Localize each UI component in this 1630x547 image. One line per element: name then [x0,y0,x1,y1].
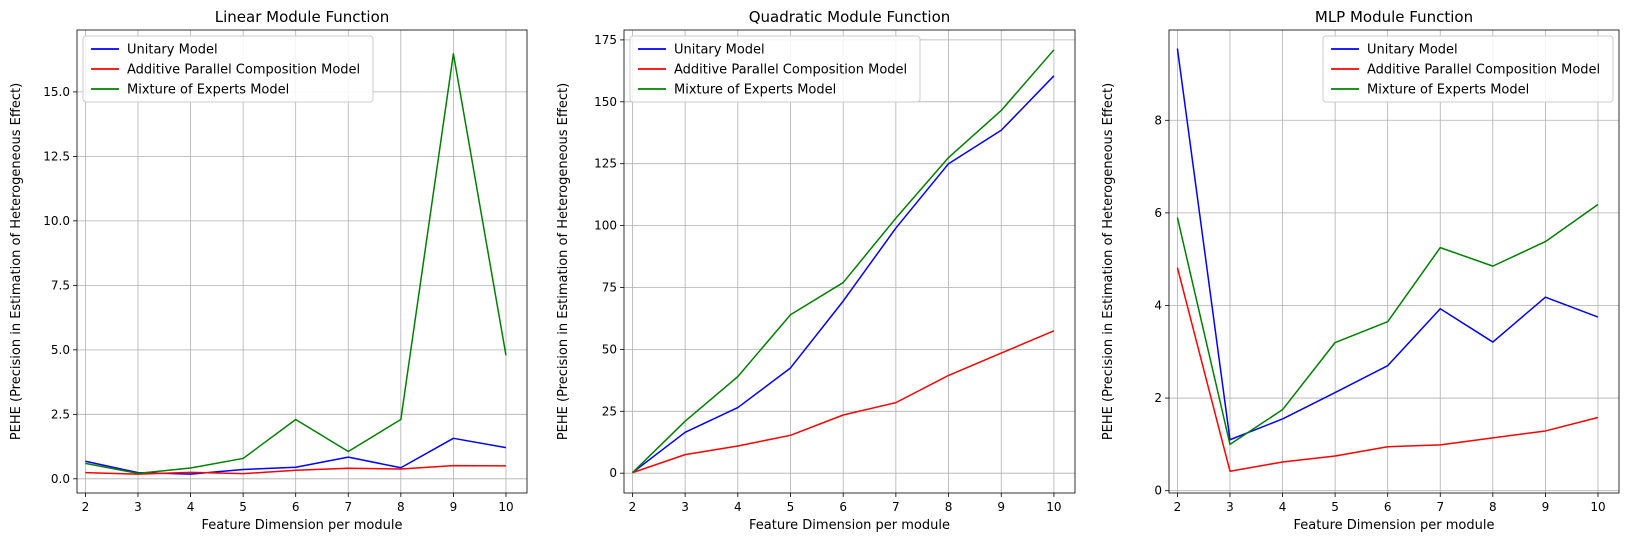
y-tick-label: 4 [1154,298,1162,312]
series-line-2 [632,330,1055,474]
chart-title: Quadratic Module Function [749,8,951,26]
series-line-3 [1176,203,1599,446]
x-tick-label: 4 [187,500,195,514]
x-tick-label: 8 [1489,500,1497,514]
x-axis-label: Feature Dimension per module [1294,518,1495,533]
chart-title: MLP Module Function [1315,8,1473,26]
y-axis-label: PEHE (Precision in Estimation of Heterog… [9,83,24,440]
legend: Unitary Model Additive Parallel Compositi… [629,35,921,103]
x-tick-label: 3 [134,500,142,514]
x-tick-label: 6 [292,500,300,514]
y-tick-label: 2 [1154,391,1162,405]
plot-area [1169,30,1619,493]
y-tick-label: 6 [1154,206,1162,220]
x-tick-label: 2 [1174,500,1182,514]
y-tick-label: 7.5 [51,278,70,292]
legend-label: Unitary Model [1367,43,1458,58]
legend: Unitary Model Additive Parallel Compositi… [82,35,374,103]
series-line-3 [631,49,1055,474]
legend-label: Additive Parallel Composition Model [127,63,360,78]
x-tick-label: 2 [629,500,637,514]
legend-label: Additive Parallel Composition Model [674,63,907,78]
x-tick-label: 9 [450,500,458,514]
legend-label: Unitary Model [674,43,765,58]
x-axis-label: Feature Dimension per module [202,518,403,533]
series-line-2 [85,464,506,475]
y-tick-label: 0 [1154,484,1162,498]
y-tick-label: 10.0 [43,214,70,228]
series-line-3 [85,52,507,475]
axes-frame [1168,29,1620,494]
axes-frame [76,29,528,494]
y-tick-label: 150 [594,95,617,109]
x-tick-label: 7 [892,500,900,514]
x-tick-label: 8 [397,500,405,514]
legend-box [1322,35,1614,103]
y-tick-label: 25 [602,404,617,418]
x-tick-label: 9 [997,500,1005,514]
legend-label: Mixture of Experts Model [674,83,836,98]
chart-panel-1: 2 3 4 5 6 7 8 9 10 0.0 2.5 5.0 7.5 10.0 12.5 15.0 Linear… [9,8,528,533]
y-tick-label: 12.5 [43,149,70,163]
y-tick-label: 50 [602,342,617,356]
x-tick-label: 10 [498,500,513,514]
x-tick-label: 8 [945,500,953,514]
legend-box [629,35,921,103]
x-tick-label: 9 [1542,500,1550,514]
series-line-2 [1176,267,1599,472]
series-line-1 [631,75,1055,474]
legend: Unitary Model Additive Parallel Compositi… [1322,35,1614,103]
x-tick-label: 4 [1279,500,1287,514]
y-tick-label: 0.0 [51,472,70,486]
x-tick-label: 10 [1590,500,1605,514]
x-tick-label: 5 [1331,500,1339,514]
x-axis-label: Feature Dimension per module [749,518,950,533]
y-tick-label: 5.0 [51,343,70,357]
x-tick-label: 3 [681,500,689,514]
x-tick-label: 10 [1046,500,1061,514]
x-tick-label: 6 [839,500,847,514]
plot-area [77,30,527,493]
x-tick-label: 3 [1226,500,1234,514]
axes-frame [623,29,1076,494]
legend-label: Unitary Model [127,43,218,58]
x-tick-label: 7 [344,500,352,514]
y-tick-label: 125 [594,157,617,171]
legend-label: Additive Parallel Composition Model [1367,63,1600,78]
x-tick-label: 2 [82,500,90,514]
y-tick-label: 15.0 [43,85,70,99]
legend-box [82,35,374,103]
y-tick-label: 75 [602,280,617,294]
legend-label: Mixture of Experts Model [1367,83,1529,98]
x-tick-label: 6 [1384,500,1392,514]
y-tick-label: 8 [1154,113,1162,127]
x-tick-label: 5 [239,500,247,514]
y-axis-label: PEHE (Precision in Estimation of Heterog… [1101,83,1116,440]
x-tick-label: 5 [787,500,795,514]
y-tick-label: 2.5 [51,407,70,421]
y-axis-label: PEHE (Precision in Estimation of Heterog… [556,83,571,440]
y-tick-label: 100 [594,219,617,233]
y-tick-label: 175 [594,33,617,47]
x-tick-label: 4 [734,500,742,514]
x-tick-label: 7 [1436,500,1444,514]
plot-area [624,30,1075,493]
chart-title: Linear Module Function [215,8,390,26]
legend-label: Mixture of Experts Model [127,83,289,98]
y-tick-label: 0 [609,466,617,480]
